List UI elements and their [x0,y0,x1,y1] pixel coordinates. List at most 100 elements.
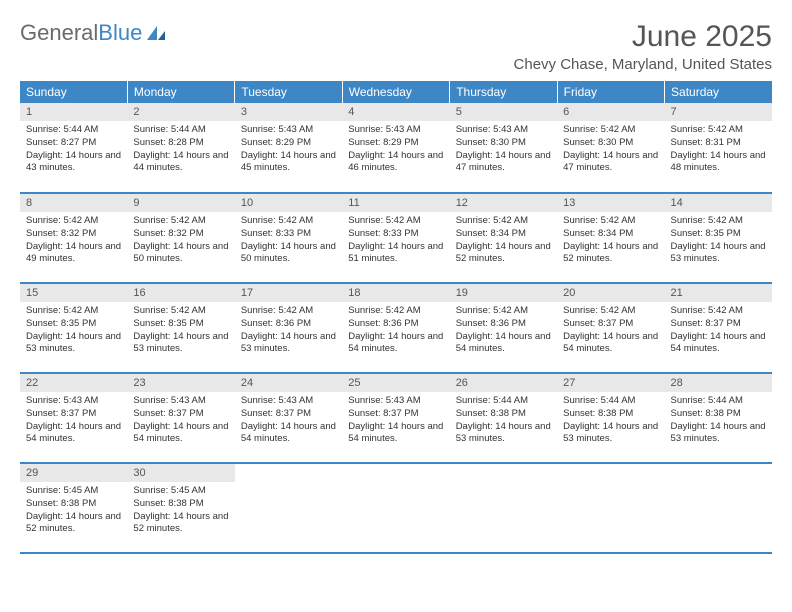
day-number: 3 [235,103,342,121]
sunrise-text: Sunrise: 5:44 AM [456,395,551,408]
day-cell: 3Sunrise: 5:43 AMSunset: 8:29 PMDaylight… [235,103,342,193]
daylight-text: Daylight: 14 hours and 54 minutes. [563,331,658,357]
sunset-text: Sunset: 8:37 PM [26,408,121,421]
sunrise-text: Sunrise: 5:42 AM [26,305,121,318]
day-number: 24 [235,374,342,392]
daylight-text: Daylight: 14 hours and 52 minutes. [456,241,551,267]
day-cell: 27Sunrise: 5:44 AMSunset: 8:38 PMDayligh… [557,373,664,463]
day-data: Sunrise: 5:45 AMSunset: 8:38 PMDaylight:… [20,482,127,542]
daylight-text: Daylight: 14 hours and 46 minutes. [348,150,443,176]
empty-cell: .. [235,463,342,553]
day-number: 30 [127,464,234,482]
day-data: Sunrise: 5:42 AMSunset: 8:36 PMDaylight:… [342,302,449,362]
daylight-text: Daylight: 14 hours and 51 minutes. [348,241,443,267]
location-text: Chevy Chase, Maryland, United States [514,56,772,73]
day-data: Sunrise: 5:44 AMSunset: 8:27 PMDaylight:… [20,121,127,181]
day-number: 28 [665,374,772,392]
sunset-text: Sunset: 8:28 PM [133,137,228,150]
sail-icon [145,24,167,42]
day-cell: 30Sunrise: 5:45 AMSunset: 8:38 PMDayligh… [127,463,234,553]
sunrise-text: Sunrise: 5:42 AM [456,305,551,318]
day-cell: 16Sunrise: 5:42 AMSunset: 8:35 PMDayligh… [127,283,234,373]
sunrise-text: Sunrise: 5:42 AM [241,305,336,318]
sunrise-text: Sunrise: 5:43 AM [348,395,443,408]
daylight-text: Daylight: 14 hours and 53 minutes. [133,331,228,357]
calendar-table: Sunday Monday Tuesday Wednesday Thursday… [20,81,772,554]
day-cell: 22Sunrise: 5:43 AMSunset: 8:37 PMDayligh… [20,373,127,463]
day-data: Sunrise: 5:43 AMSunset: 8:30 PMDaylight:… [450,121,557,181]
day-cell: 5Sunrise: 5:43 AMSunset: 8:30 PMDaylight… [450,103,557,193]
day-data: Sunrise: 5:42 AMSunset: 8:34 PMDaylight:… [557,212,664,272]
sunset-text: Sunset: 8:36 PM [456,318,551,331]
day-number: 5 [450,103,557,121]
day-number: 29 [20,464,127,482]
daylight-text: Daylight: 14 hours and 54 minutes. [348,421,443,447]
daylight-text: Daylight: 14 hours and 48 minutes. [671,150,766,176]
sunrise-text: Sunrise: 5:42 AM [348,215,443,228]
sunset-text: Sunset: 8:38 PM [26,498,121,511]
day-data: Sunrise: 5:42 AMSunset: 8:32 PMDaylight:… [127,212,234,272]
sunrise-text: Sunrise: 5:42 AM [456,215,551,228]
day-cell: 2Sunrise: 5:44 AMSunset: 8:28 PMDaylight… [127,103,234,193]
day-number: 12 [450,194,557,212]
daylight-text: Daylight: 14 hours and 53 minutes. [241,331,336,357]
month-title: June 2025 [514,20,772,54]
day-number: 17 [235,284,342,302]
dow-thursday: Thursday [450,81,557,103]
sunrise-text: Sunrise: 5:42 AM [563,124,658,137]
title-block: June 2025 Chevy Chase, Maryland, United … [514,20,772,73]
day-number: 27 [557,374,664,392]
day-number: 6 [557,103,664,121]
sunrise-text: Sunrise: 5:44 AM [671,395,766,408]
day-number: 10 [235,194,342,212]
day-data: Sunrise: 5:44 AMSunset: 8:28 PMDaylight:… [127,121,234,181]
daylight-text: Daylight: 14 hours and 50 minutes. [241,241,336,267]
day-number: 15 [20,284,127,302]
day-cell: 13Sunrise: 5:42 AMSunset: 8:34 PMDayligh… [557,193,664,283]
sunrise-text: Sunrise: 5:42 AM [133,305,228,318]
sunrise-text: Sunrise: 5:43 AM [348,124,443,137]
sunset-text: Sunset: 8:33 PM [348,228,443,241]
sunrise-text: Sunrise: 5:45 AM [26,485,121,498]
day-data: Sunrise: 5:42 AMSunset: 8:31 PMDaylight:… [665,121,772,181]
sunset-text: Sunset: 8:36 PM [348,318,443,331]
day-cell: 20Sunrise: 5:42 AMSunset: 8:37 PMDayligh… [557,283,664,373]
day-cell: 7Sunrise: 5:42 AMSunset: 8:31 PMDaylight… [665,103,772,193]
sunset-text: Sunset: 8:32 PM [26,228,121,241]
day-number: 8 [20,194,127,212]
day-cell: 14Sunrise: 5:42 AMSunset: 8:35 PMDayligh… [665,193,772,283]
daylight-text: Daylight: 14 hours and 54 minutes. [456,331,551,357]
sunset-text: Sunset: 8:27 PM [26,137,121,150]
daylight-text: Daylight: 14 hours and 54 minutes. [671,331,766,357]
sunset-text: Sunset: 8:35 PM [671,228,766,241]
dow-tuesday: Tuesday [235,81,342,103]
day-data: Sunrise: 5:42 AMSunset: 8:35 PMDaylight:… [127,302,234,362]
daylight-text: Daylight: 14 hours and 44 minutes. [133,150,228,176]
day-data: Sunrise: 5:42 AMSunset: 8:30 PMDaylight:… [557,121,664,181]
sunrise-text: Sunrise: 5:43 AM [26,395,121,408]
day-number: 20 [557,284,664,302]
sunrise-text: Sunrise: 5:43 AM [241,124,336,137]
daylight-text: Daylight: 14 hours and 50 minutes. [133,241,228,267]
day-cell: 25Sunrise: 5:43 AMSunset: 8:37 PMDayligh… [342,373,449,463]
sunrise-text: Sunrise: 5:44 AM [26,124,121,137]
dow-saturday: Saturday [665,81,772,103]
day-cell: 18Sunrise: 5:42 AMSunset: 8:36 PMDayligh… [342,283,449,373]
day-cell: 12Sunrise: 5:42 AMSunset: 8:34 PMDayligh… [450,193,557,283]
sunrise-text: Sunrise: 5:42 AM [671,215,766,228]
daylight-text: Daylight: 14 hours and 47 minutes. [456,150,551,176]
sunset-text: Sunset: 8:29 PM [241,137,336,150]
sunset-text: Sunset: 8:34 PM [563,228,658,241]
sunset-text: Sunset: 8:37 PM [563,318,658,331]
day-number: 25 [342,374,449,392]
day-number: 2 [127,103,234,121]
dow-sunday: Sunday [20,81,127,103]
sunrise-text: Sunrise: 5:43 AM [133,395,228,408]
sunset-text: Sunset: 8:37 PM [133,408,228,421]
day-cell: 9Sunrise: 5:42 AMSunset: 8:32 PMDaylight… [127,193,234,283]
day-number: 4 [342,103,449,121]
empty-cell: .. [342,463,449,553]
sunrise-text: Sunrise: 5:42 AM [241,215,336,228]
day-number: 16 [127,284,234,302]
dow-row: Sunday Monday Tuesday Wednesday Thursday… [20,81,772,103]
